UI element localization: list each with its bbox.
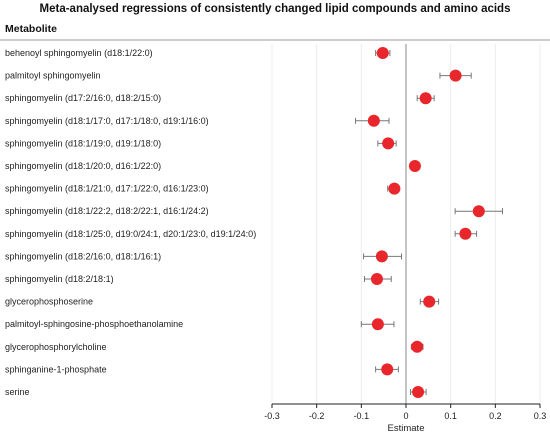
- metabolite-label: palmitoyl sphingomyelin: [5, 71, 101, 81]
- metabolite-row: behenoyl sphingomyelin (d18:1/22:0): [5, 47, 391, 59]
- metabolite-label: glycerophosphoserine: [5, 297, 93, 307]
- metabolite-label: behenoyl sphingomyelin (d18:1/22:0): [5, 48, 153, 58]
- metabolite-row: sphingomyelin (d18:1/20:0, d16:1/22:0): [5, 160, 421, 172]
- estimate-point: [370, 273, 383, 285]
- estimate-point: [449, 69, 462, 82]
- metabolite-label: sphingomyelin (d18:1/20:0, d16:1/22:0): [5, 161, 161, 171]
- metabolite-label: palmitoyl-sphingosine-phosphoethanolamin…: [5, 319, 183, 329]
- estimate-point: [411, 340, 424, 353]
- x-tick-label: -0.3: [264, 411, 280, 421]
- estimate-point: [367, 114, 380, 127]
- metabolite-label: sphingomyelin (d18:1/25:0, d19:0/24:1, d…: [5, 229, 256, 239]
- metabolite-row: glycerophosphoserine: [5, 295, 440, 308]
- metabolite-row: sphingomyelin (d18:1/22:2, d18:2/22:1, d…: [5, 205, 503, 218]
- metabolite-label: glycerophosphorylcholine: [5, 342, 107, 352]
- estimate-point: [381, 363, 394, 376]
- x-tick-label: 0.1: [444, 411, 457, 421]
- metabolite-row: sphingomyelin (d18:1/19:0, d19:1/18:0): [5, 137, 397, 150]
- metabolite-label: serine: [5, 387, 30, 397]
- estimate-point: [375, 250, 388, 263]
- estimate-point: [459, 227, 472, 240]
- metabolite-label: sphingomyelin (d17:2/16:0, d18:2/15:0): [5, 93, 161, 103]
- estimate-point: [371, 318, 384, 331]
- metabolite-row: sphingomyelin (d18:2/16:0, d18:1/16:1): [5, 250, 403, 263]
- metabolite-label: sphingomyelin (d18:2/16:0, d18:1/16:1): [5, 251, 161, 261]
- x-axis: -0.3 -0.2 -0.1 0 0.1 0.2 0.3: [264, 403, 547, 421]
- estimate-point: [423, 295, 436, 308]
- estimate-point: [408, 160, 421, 172]
- metabolite-row: sphingomyelin (d18:1/25:0, d19:0/24:1, d…: [5, 227, 478, 240]
- metabolite-row: sphinganine-1-phosphate: [5, 363, 399, 376]
- metabolite-label: sphinganine-1-phosphate: [5, 364, 107, 374]
- metabolite-row: palmitoyl sphingomyelin: [5, 69, 472, 82]
- metabolite-label: sphingomyelin (d18:1/21:0, d17:1/22:0, d…: [5, 184, 209, 194]
- estimate-point: [382, 137, 395, 150]
- metabolite-row: sphingomyelin (d18:1/17:0, d17:1/18:0, d…: [5, 114, 390, 127]
- estimate-point: [388, 182, 401, 195]
- metabolite-rows: behenoyl sphingomyelin (d18:1/22:0) palmi…: [5, 47, 503, 398]
- metabolite-label: sphingomyelin (d18:1/17:0, d17:1/18:0, d…: [5, 116, 209, 126]
- metabolite-row: palmitoyl-sphingosine-phosphoethanolamin…: [5, 318, 395, 331]
- metabolite-row: sphingomyelin (d18:2/18:1): [5, 273, 392, 285]
- metabolite-row: serine: [5, 386, 427, 398]
- x-tick-label: -0.2: [309, 411, 325, 421]
- metabolite-label: sphingomyelin (d18:1/19:0, d19:1/18:0): [5, 138, 161, 148]
- metabolite-row: sphingomyelin (d17:2/16:0, d18:2/15:0): [5, 92, 435, 105]
- x-tick-label: 0.3: [534, 411, 547, 421]
- x-axis-label: Estimate: [388, 423, 425, 434]
- estimate-point: [412, 386, 425, 398]
- metabolite-label: sphingomyelin (d18:2/18:1): [5, 274, 114, 284]
- metabolite-label: sphingomyelin (d18:1/22:2, d18:2/22:1, d…: [5, 206, 209, 216]
- metabolite-row: sphingomyelin (d18:1/21:0, d17:1/22:0, d…: [5, 182, 401, 195]
- estimate-point: [376, 47, 389, 59]
- metabolite-column-header: Metabolite: [5, 23, 57, 35]
- x-tick-label: 0: [403, 411, 408, 421]
- chart-title: Meta-analysed regressions of consistentl…: [40, 3, 511, 15]
- estimate-point: [419, 92, 432, 105]
- metabolite-row: glycerophosphorylcholine: [5, 340, 424, 353]
- x-tick-label: -0.1: [354, 411, 370, 421]
- estimate-point: [472, 205, 485, 218]
- x-tick-label: 0.2: [489, 411, 502, 421]
